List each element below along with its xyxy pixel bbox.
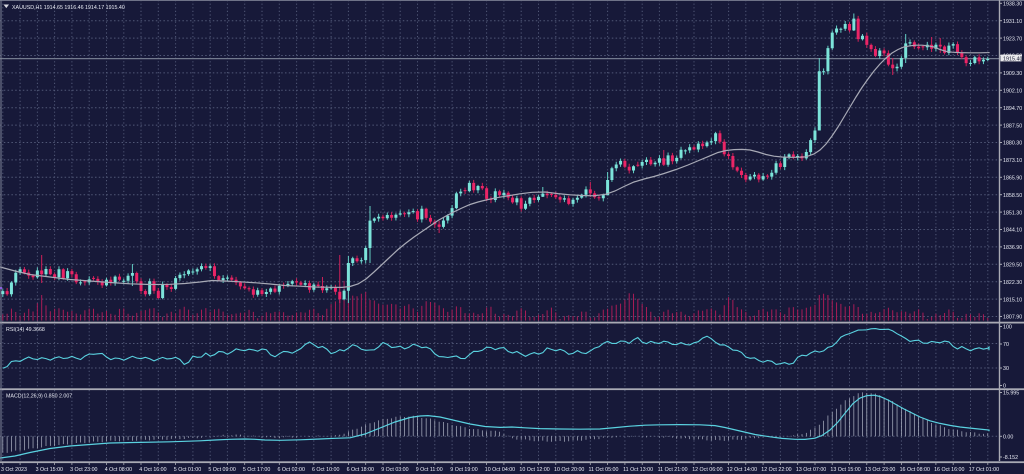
svg-text:15.995: 15.995	[1003, 391, 1019, 397]
svg-text:4 Oct 16:00: 4 Oct 16:00	[139, 467, 166, 473]
svg-text:11 Oct 05:00: 11 Oct 05:00	[589, 467, 619, 473]
svg-text:5 Oct 01:00: 5 Oct 01:00	[174, 467, 201, 473]
svg-text:1894.70: 1894.70	[1003, 106, 1022, 112]
svg-text:13 Oct 07:00: 13 Oct 07:00	[796, 467, 826, 473]
svg-text:3 Oct 2023: 3 Oct 2023	[1, 467, 27, 473]
svg-text:1923.70: 1923.70	[1003, 36, 1022, 42]
svg-text:6 Oct 02:00: 6 Oct 02:00	[278, 467, 305, 473]
svg-text:1938.30: 1938.30	[1003, 2, 1022, 8]
svg-text:10 Oct 04:00: 10 Oct 04:00	[485, 467, 515, 473]
svg-text:12 Oct 22:00: 12 Oct 22:00	[761, 467, 791, 473]
svg-text:12 Oct 06:00: 12 Oct 06:00	[692, 467, 722, 473]
svg-text:1844.10: 1844.10	[1003, 228, 1022, 234]
svg-text:1851.30: 1851.30	[1003, 210, 1022, 216]
svg-text:17 Oct 01:00: 17 Oct 01:00	[969, 467, 999, 473]
svg-text:1902.10: 1902.10	[1003, 89, 1022, 95]
svg-text:1865.90: 1865.90	[1003, 176, 1022, 182]
svg-text:1822.30: 1822.30	[1003, 280, 1022, 286]
svg-text:1858.50: 1858.50	[1003, 193, 1022, 199]
svg-text:1873.10: 1873.10	[1003, 158, 1022, 164]
svg-text:5 Oct 17:00: 5 Oct 17:00	[243, 467, 270, 473]
svg-text:3 Oct 15:00: 3 Oct 15:00	[36, 467, 63, 473]
svg-text:MACD(12,26,9) 0.850 2.007: MACD(12,26,9) 0.850 2.007	[6, 394, 72, 400]
svg-text:13 Oct 23:00: 13 Oct 23:00	[865, 467, 895, 473]
svg-text:1887.50: 1887.50	[1003, 123, 1022, 129]
svg-text:XAUUSD,H1 1914.65 1916.46 191: XAUUSD,H1 1914.65 1916.46 1914.17 1915.4…	[12, 5, 125, 11]
svg-text:3 Oct 23:00: 3 Oct 23:00	[70, 467, 97, 473]
svg-text:RSI(14) 49.3668: RSI(14) 49.3668	[6, 327, 45, 333]
svg-text:1815.10: 1815.10	[1003, 297, 1022, 303]
svg-text:1807.90: 1807.90	[1003, 315, 1022, 321]
svg-text:0.00: 0.00	[1003, 435, 1013, 441]
svg-text:11 Oct 21:00: 11 Oct 21:00	[658, 467, 688, 473]
svg-text:9 Oct 11:00: 9 Oct 11:00	[416, 467, 443, 473]
svg-text:1931.10: 1931.10	[1003, 19, 1022, 25]
svg-text:1915.40: 1915.40	[1003, 57, 1023, 63]
svg-text:9 Oct 19:00: 9 Oct 19:00	[450, 467, 477, 473]
svg-text:1829.50: 1829.50	[1003, 263, 1022, 269]
svg-text:12 Oct 14:00: 12 Oct 14:00	[727, 467, 757, 473]
svg-text:70: 70	[1003, 342, 1009, 348]
svg-text:16 Oct 08:00: 16 Oct 08:00	[900, 467, 930, 473]
svg-text:6 Oct 10:00: 6 Oct 10:00	[312, 467, 339, 473]
svg-text:100: 100	[1003, 325, 1012, 331]
svg-text:11 Oct 13:00: 11 Oct 13:00	[623, 467, 653, 473]
svg-text:9 Oct 03:00: 9 Oct 03:00	[381, 467, 408, 473]
svg-text:1880.30: 1880.30	[1003, 141, 1022, 147]
svg-text:30: 30	[1003, 366, 1009, 372]
svg-text:1836.90: 1836.90	[1003, 245, 1022, 251]
svg-text:4 Oct 08:00: 4 Oct 08:00	[105, 467, 132, 473]
svg-text:6 Oct 18:00: 6 Oct 18:00	[347, 467, 374, 473]
svg-text:13 Oct 15:00: 13 Oct 15:00	[830, 467, 860, 473]
svg-text:-8.152: -8.152	[1003, 455, 1018, 461]
svg-text:5 Oct 09:00: 5 Oct 09:00	[208, 467, 235, 473]
svg-text:10 Oct 20:00: 10 Oct 20:00	[554, 467, 584, 473]
svg-text:0: 0	[1003, 384, 1006, 390]
svg-text:16 Oct 16:00: 16 Oct 16:00	[934, 467, 964, 473]
svg-text:1909.30: 1909.30	[1003, 71, 1022, 77]
svg-text:10 Oct 12:00: 10 Oct 12:00	[519, 467, 549, 473]
